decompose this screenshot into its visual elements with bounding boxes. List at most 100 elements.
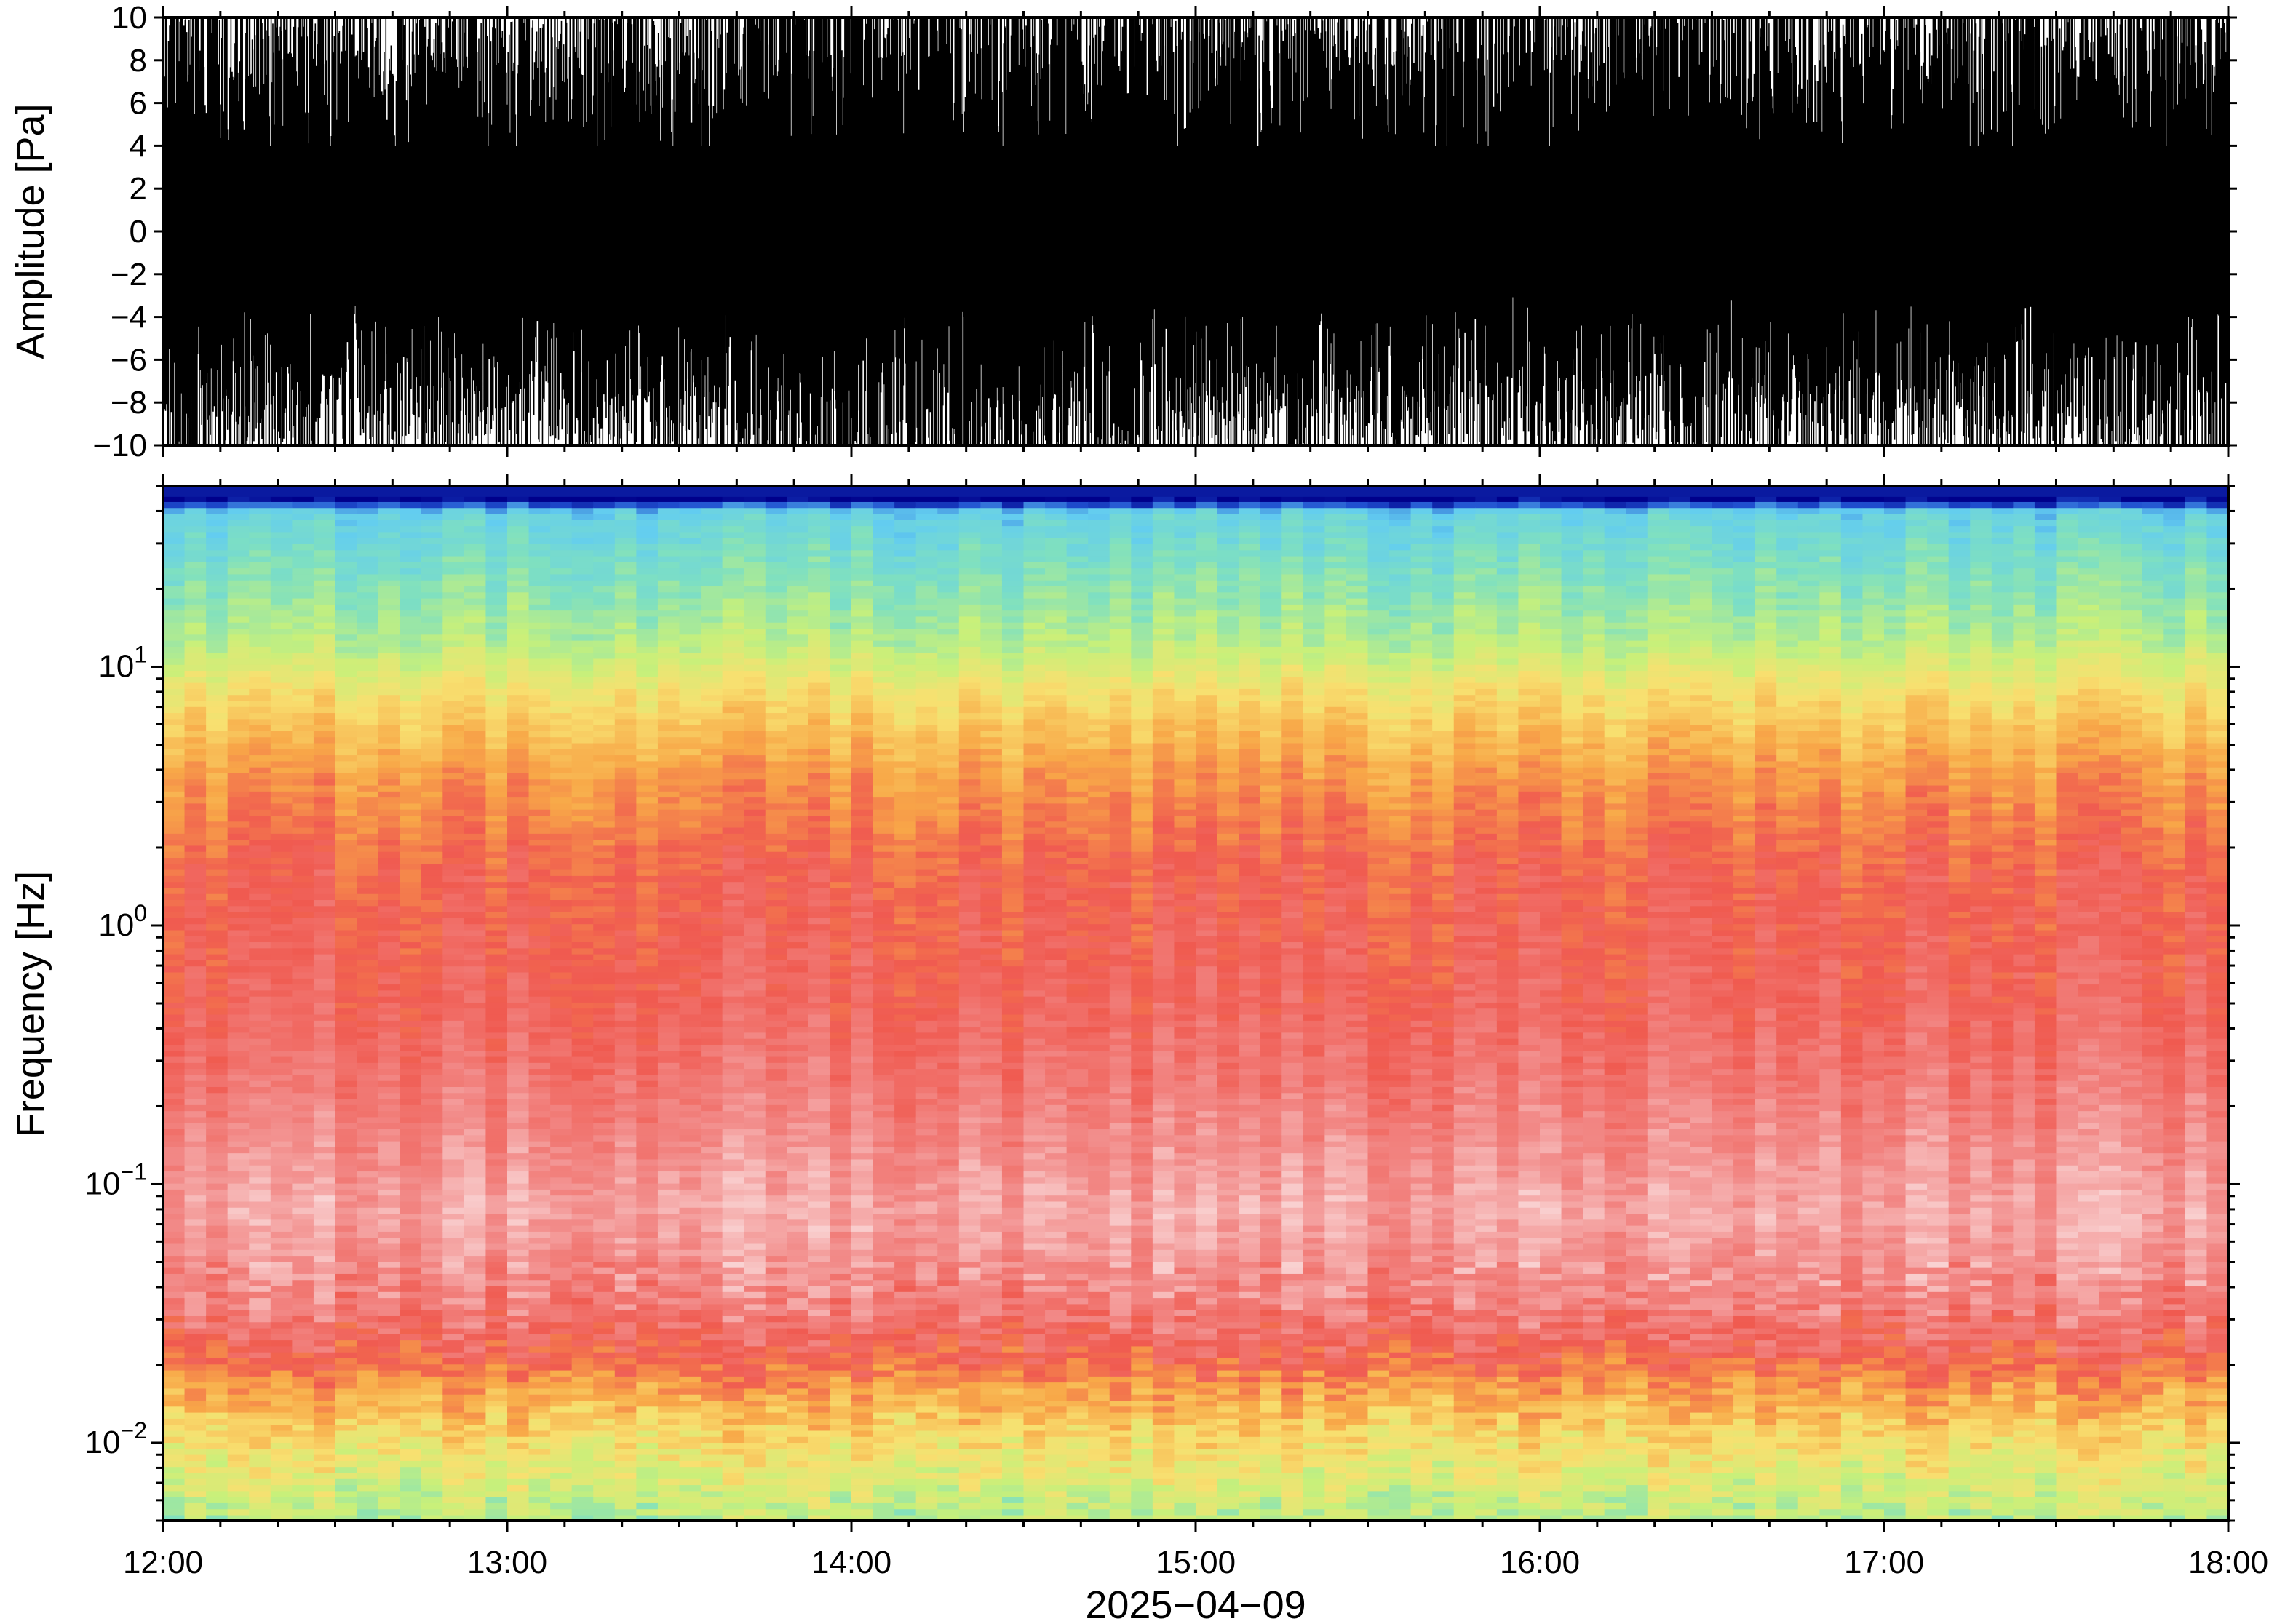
spectrogram-cell: [593, 501, 616, 509]
spectrogram-cell: [593, 1189, 616, 1196]
spectrogram-cell: [206, 1140, 229, 1147]
spectrogram-cell: [184, 597, 207, 605]
spectrogram-cell: [249, 1340, 271, 1347]
spectrogram-cell: [593, 694, 616, 701]
spectrogram-cell: [206, 935, 229, 943]
spectrogram-cell: [206, 544, 229, 551]
spectrogram-cell: [744, 1478, 766, 1486]
spectrogram-cell: [765, 1219, 788, 1226]
spectrogram-cell: [679, 779, 702, 786]
spectrogram-cell: [421, 815, 444, 822]
spectrogram-cell: [679, 658, 702, 665]
spectrogram-cell: [722, 1158, 744, 1166]
spectrogram-cell: [593, 1140, 616, 1147]
spectrogram-cell: [335, 1231, 357, 1238]
spectrogram-cell: [593, 1273, 616, 1281]
spectrogram-cell: [679, 1050, 702, 1057]
spectrogram-column: [442, 495, 465, 1521]
spectrogram-cell: [421, 507, 444, 514]
spectrogram-cell: [657, 579, 680, 587]
spectrogram-cell: [528, 839, 551, 846]
spectrogram-cell: [657, 1460, 680, 1468]
spectrogram-cell: [722, 724, 744, 731]
spectrogram-cell: [378, 1129, 400, 1136]
spectrogram-cell: [270, 869, 293, 876]
spectrogram-cell: [636, 1466, 659, 1473]
spectrogram-cell: [550, 839, 573, 846]
spectrogram-cell: [722, 621, 744, 629]
spectrogram-cell: [270, 682, 293, 689]
spectrogram-cell: [636, 652, 659, 659]
spectrogram-cell: [270, 1074, 293, 1081]
spectrogram-cell: [657, 1321, 680, 1329]
spectrogram-cell: [227, 1436, 250, 1444]
spectrogram-cell: [206, 1062, 229, 1070]
spectrogram-cell: [357, 845, 379, 852]
spectrogram-cell: [614, 573, 637, 581]
spectrogram-cell: [313, 495, 336, 502]
spectrogram-cell: [657, 808, 680, 816]
spectrogram-cell: [528, 1345, 551, 1353]
spectrogram-cell: [636, 1460, 659, 1468]
spectrogram-cell: [657, 1484, 680, 1492]
spectrogram-cell: [442, 1237, 465, 1244]
spectrogram-cell: [507, 857, 530, 864]
spectrogram-cell: [400, 1454, 422, 1461]
spectrogram-cell: [421, 742, 444, 749]
spectrogram-cell: [657, 1122, 680, 1130]
spectrogram-cell: [657, 616, 680, 623]
spectrogram-cell: [722, 1020, 744, 1027]
spectrogram-cell: [249, 1496, 271, 1503]
spectrogram-cell: [464, 1376, 487, 1383]
spectrogram-cell: [400, 845, 422, 852]
spectrogram-cell: [722, 544, 744, 551]
spectrogram-cell: [485, 881, 508, 888]
spectrogram-cell: [313, 1171, 336, 1178]
spectrogram-cell: [400, 634, 422, 641]
spectrogram-cell: [614, 1442, 637, 1449]
spectrogram-cell: [528, 731, 551, 738]
spectrogram-cell: [657, 531, 680, 538]
spectrogram-cell: [249, 658, 271, 665]
spectrogram-cell: [550, 935, 573, 943]
spectrogram-cell: [184, 887, 207, 894]
spectrogram-cell: [701, 1171, 723, 1178]
spectrogram-cell: [421, 1050, 444, 1057]
spectrogram-cell: [270, 833, 293, 840]
spectrogram-cell: [270, 755, 293, 762]
spectrogram-cell: [485, 652, 508, 659]
spectrogram-cell: [657, 803, 680, 810]
spectrogram-cell: [593, 977, 616, 985]
spectrogram-cell: [206, 520, 229, 527]
spectrogram-cell: [636, 676, 659, 683]
spectrogram-cell: [765, 1026, 788, 1033]
spectrogram-cell: [206, 700, 229, 707]
spectrogram-cell: [313, 1321, 336, 1329]
spectrogram-cell: [507, 1080, 530, 1087]
spectrogram-cell: [335, 1098, 357, 1105]
spectrogram-cell: [614, 640, 637, 647]
spectrogram-cell: [442, 893, 465, 901]
spectrogram-cell: [485, 640, 508, 647]
spectrogram-cell: [400, 1014, 422, 1021]
spectrogram-cell: [550, 1412, 573, 1419]
spectrogram-cell: [679, 971, 702, 979]
spectrogram-cell: [249, 1068, 271, 1075]
spectrogram-cell: [270, 731, 293, 738]
spectrogram-cell: [442, 1074, 465, 1081]
spectrogram-cell: [593, 1460, 616, 1468]
spectrogram-cell: [163, 960, 186, 967]
spectrogram-cell: [184, 821, 207, 828]
spectrogram-cell: [636, 1345, 659, 1353]
spectrogram-cell: [378, 1496, 400, 1503]
spectrogram-cell: [270, 784, 293, 792]
spectrogram-cell: [184, 525, 207, 533]
spectrogram-cell: [206, 1189, 229, 1196]
spectrogram-cell: [550, 1478, 573, 1486]
spectrogram-cell: [378, 1032, 400, 1039]
spectrogram-cell: [442, 568, 465, 575]
spectrogram-cell: [313, 1297, 336, 1305]
spectrogram-cell: [464, 905, 487, 912]
spectrogram-cell: [550, 1225, 573, 1232]
spectrogram-cell: [464, 1291, 487, 1299]
